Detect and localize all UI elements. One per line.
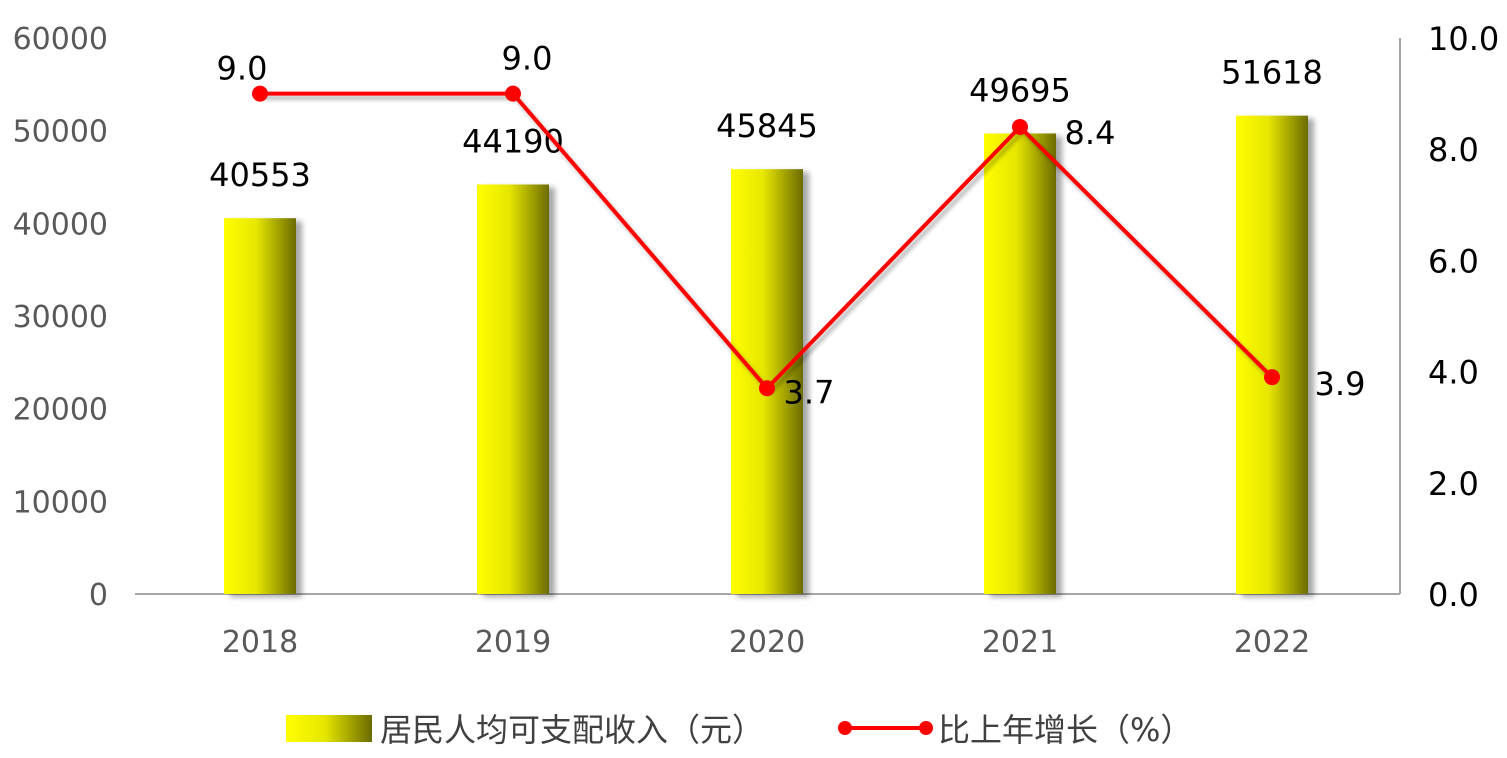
line-data-label: 3.7 [784,373,835,411]
line-point [759,380,775,397]
right-tick-label: 2.0 [1428,465,1479,503]
x-tick-label: 2020 [729,625,805,660]
bar [984,133,1056,595]
right-tick-label: 8.0 [1428,131,1479,169]
line-labels: 9.0 9.0 3.7 8.4 3.9 [217,40,1366,412]
left-tick-label: 50000 [13,115,108,150]
right-tick-label: 0.0 [1428,576,1479,614]
line-point [1264,369,1280,386]
bar-data-label: 44190 [462,123,564,161]
legend-line-label: 比上年增长（%） [938,711,1192,749]
left-axis-ticks: 0 10000 20000 30000 40000 50000 60000 [13,22,108,613]
bar-series [224,115,1308,595]
bar-labels: 40553 44190 45845 49695 51618 [209,54,1323,195]
legend-line-marker-right [919,721,933,735]
line-point [252,85,268,102]
legend-line-marker-left [838,721,852,735]
right-tick-label: 6.0 [1428,242,1479,280]
right-tick-label: 10.0 [1428,20,1499,58]
bar-data-label: 45845 [716,107,818,145]
line-data-label: 9.0 [502,40,553,78]
x-tick-label: 2018 [222,625,298,660]
left-tick-label: 10000 [13,485,108,520]
bar-data-label: 51618 [1221,54,1323,92]
x-tick-label: 2019 [475,625,551,660]
x-tick-label: 2021 [982,625,1058,660]
left-tick-label: 60000 [13,22,108,57]
left-tick-label: 0 [89,578,108,613]
x-tick-label: 2022 [1234,625,1310,660]
bar [224,218,296,594]
x-axis-ticks: 2018 2019 2020 2021 2022 [222,625,1310,660]
left-tick-label: 20000 [13,393,108,428]
line-point [505,85,521,102]
bar-data-label: 49695 [969,71,1071,109]
right-tick-label: 4.0 [1428,354,1479,392]
right-axis-ticks: 0.0 2.0 4.0 6.0 8.0 10.0 [1428,20,1499,614]
line-data-label: 9.0 [217,50,268,88]
line-data-label: 8.4 [1065,114,1116,152]
line-point [1012,118,1028,135]
line-data-label: 3.9 [1315,365,1366,403]
line-series [252,85,1280,397]
left-tick-label: 30000 [13,300,108,335]
legend-bar-label: 居民人均可支配收入（元） [380,711,764,749]
bar-data-label: 40553 [209,156,311,194]
left-tick-label: 40000 [13,207,108,242]
legend: 居民人均可支配收入（元） 比上年增长（%） [286,711,1192,749]
bar [477,184,549,595]
legend-bar-swatch [286,715,372,742]
